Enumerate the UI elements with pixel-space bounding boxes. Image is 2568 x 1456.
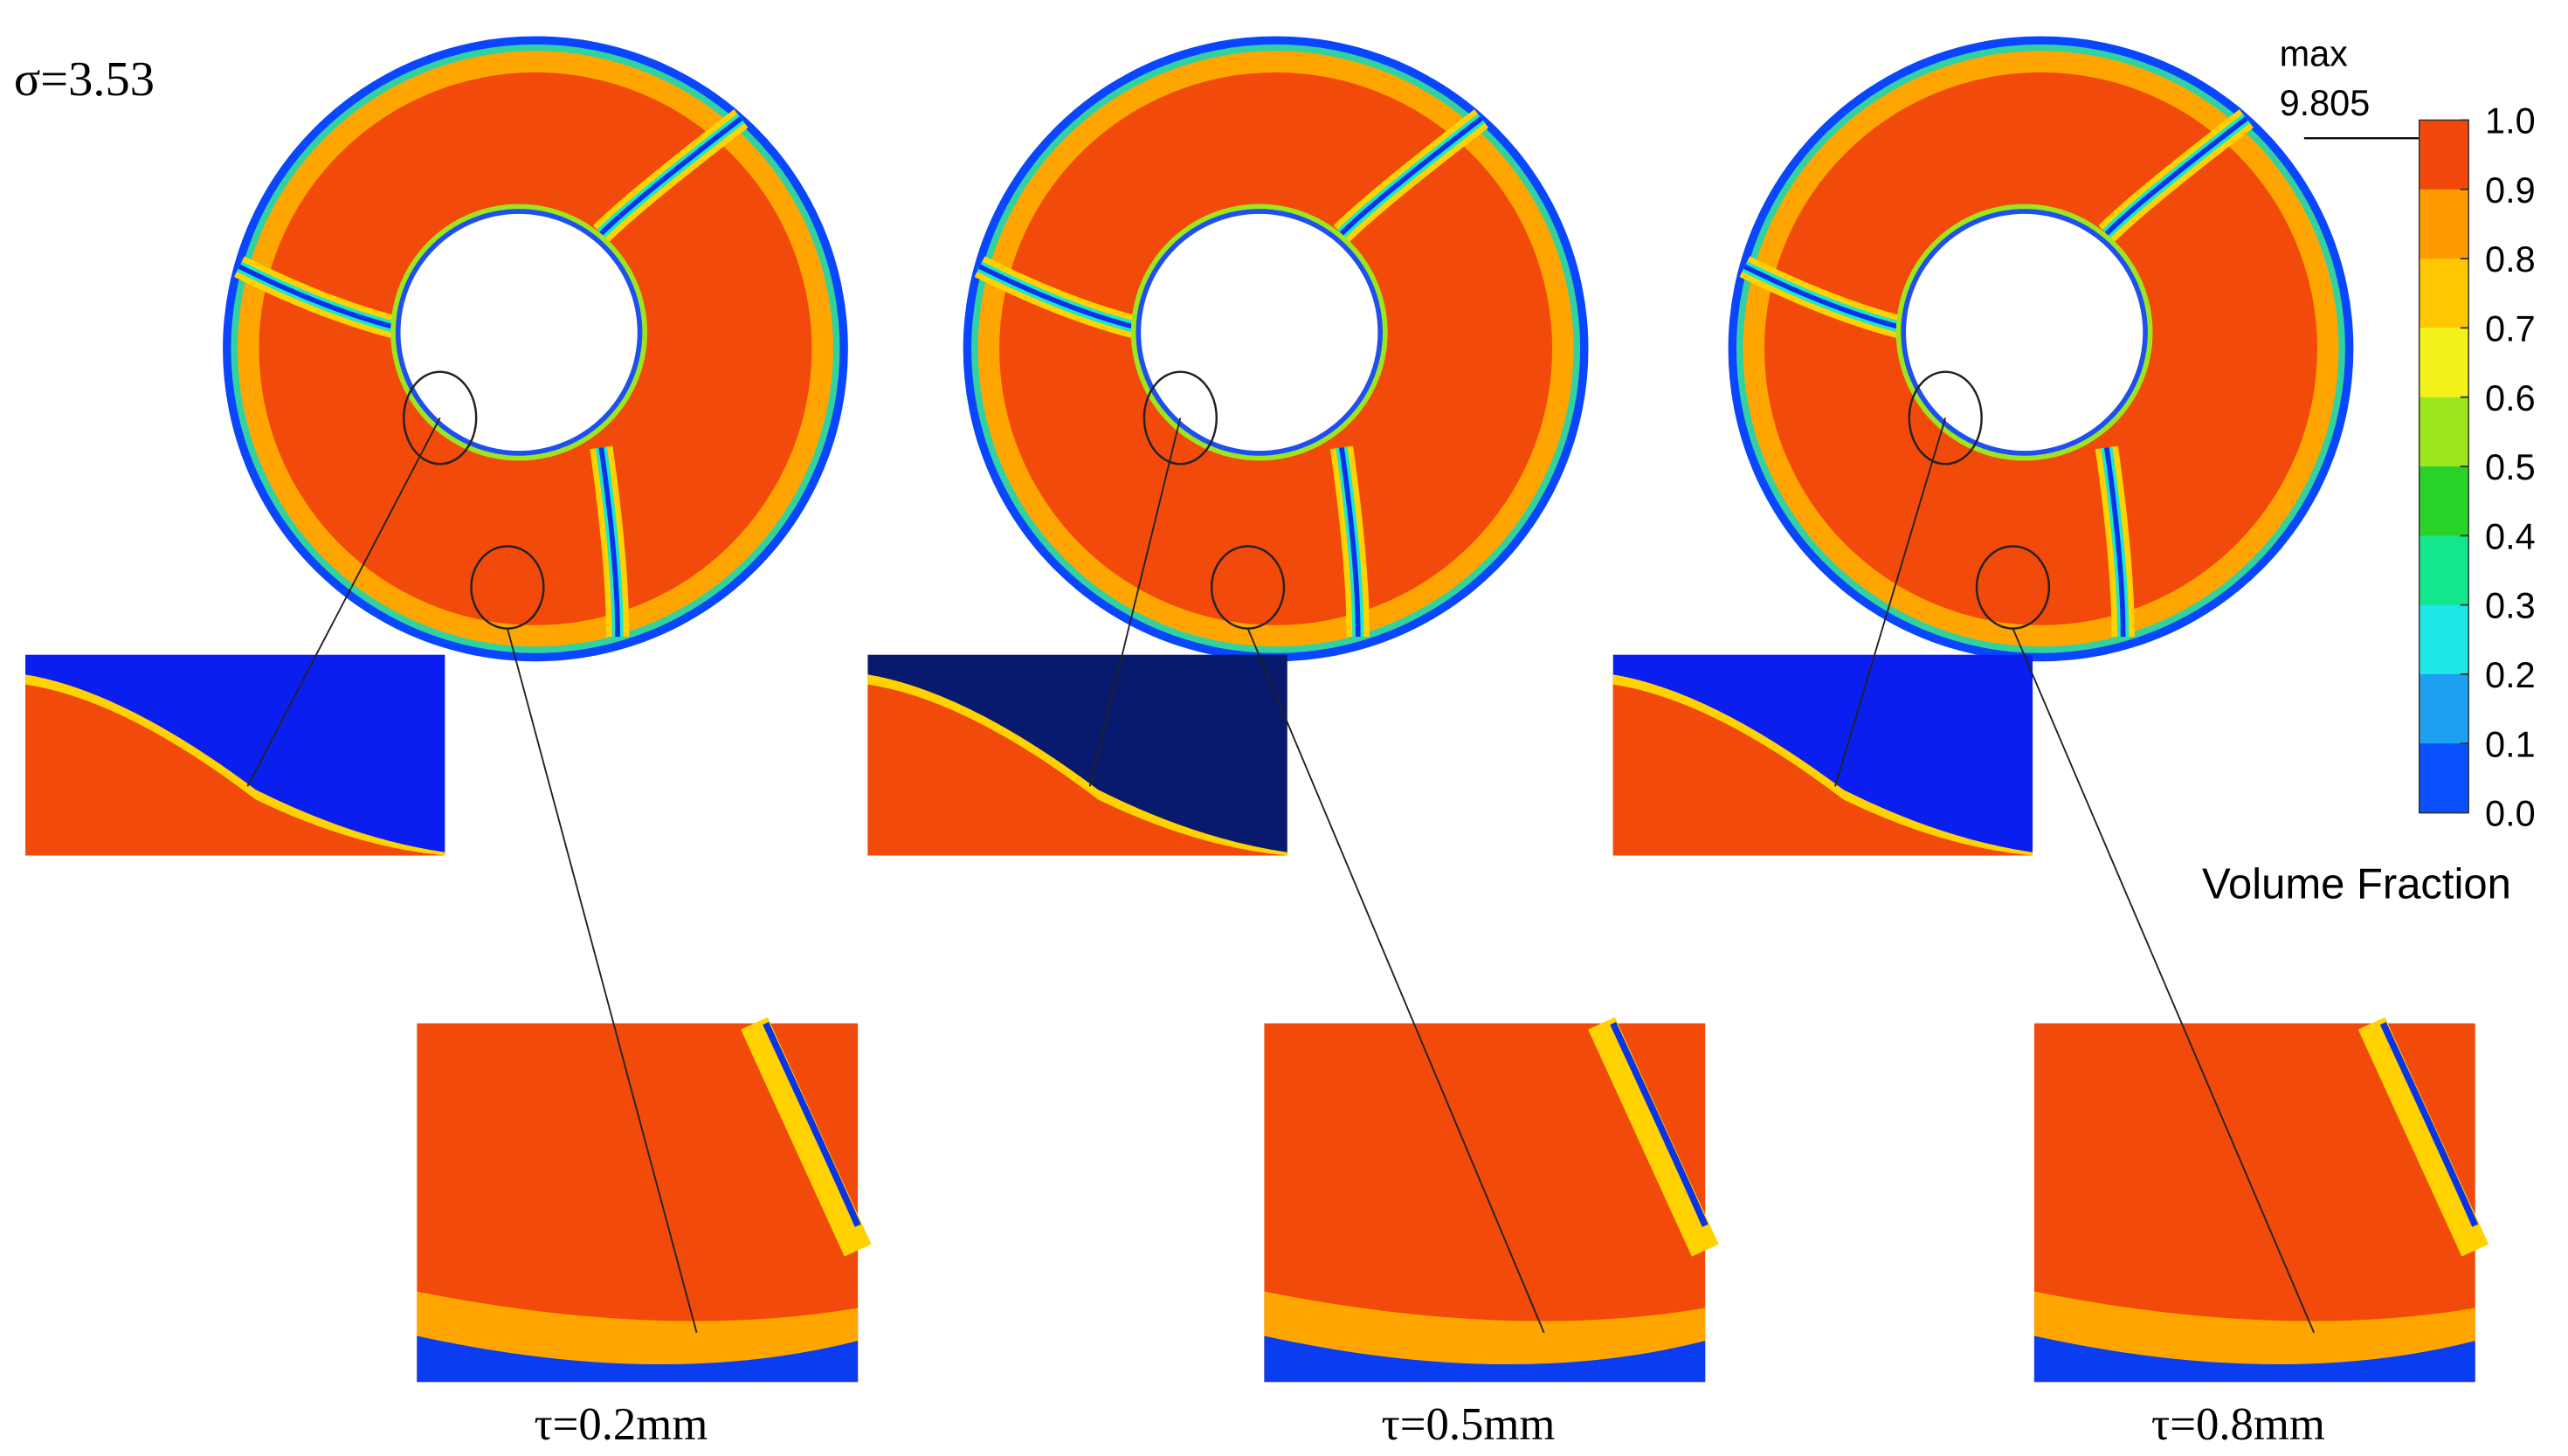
colorbar-tick-label: 0.1 (2485, 723, 2536, 764)
colorbar-tick-label: 0.5 (2485, 446, 2536, 487)
zoom-rim (417, 1335, 859, 1383)
blade (1339, 116, 1483, 236)
colorbar-tick-label: 1.0 (2485, 100, 2536, 141)
colorbar-band (2419, 397, 2469, 467)
inset-liquid (1612, 684, 2033, 856)
colorbar-tick-label: 0.3 (2485, 585, 2536, 626)
blade (2104, 446, 2126, 637)
colorbar-band (2419, 535, 2469, 606)
colorbar: 1.0 0.9 0.8 0.7 0.6 0.5 0.4 0.3 0.2 0.1 0.0 (2418, 100, 2536, 834)
colorbar-band (2419, 466, 2469, 537)
zoom-blade (1588, 1017, 1719, 1257)
colorbar-tick-label: 0.0 (2485, 793, 2536, 834)
zoom-blade (741, 1017, 872, 1257)
zoom-blade (1610, 1022, 1709, 1227)
colorbar-tick-label: 0.2 (2485, 654, 2536, 695)
focus-ellipse (1908, 370, 1983, 466)
inset-liquid (867, 684, 1287, 856)
hub (1141, 213, 1378, 452)
inset-liquid (25, 684, 445, 856)
blade (598, 446, 620, 637)
arrow (1246, 628, 1545, 1334)
max-label: max (2280, 32, 2349, 73)
zoom-blade (763, 1022, 861, 1227)
colorbar-band (2419, 743, 2469, 814)
colorbar-band (2419, 189, 2469, 260)
colorbar-tick-label: 0.9 (2485, 169, 2536, 210)
blade (1339, 446, 1361, 637)
colorbar-band (2419, 259, 2469, 329)
colorbar-tick-label: 0.6 (2485, 377, 2536, 418)
focus-ellipse (403, 370, 478, 466)
panel: τ=0.8mm (1612, 36, 2489, 1450)
arrow (1088, 417, 1182, 787)
hub (400, 213, 638, 452)
colorbar-band (2419, 120, 2469, 190)
panel-caption: τ=0.5mm (1382, 1399, 1556, 1450)
zoom-blade (2379, 1022, 2479, 1227)
colorbar-band (2419, 328, 2469, 398)
arrow (507, 628, 698, 1333)
panel-caption: τ=0.2mm (534, 1399, 708, 1450)
panels: τ=0.2mm τ=0.5mm τ=0.8mm (25, 36, 2489, 1450)
sigma-label: σ=3.53 (14, 52, 155, 107)
arrow (1834, 417, 1947, 787)
panel: τ=0.2mm (25, 36, 872, 1450)
zoom-rim (2033, 1335, 2475, 1383)
panel-caption: τ=0.8mm (2151, 1399, 2325, 1450)
colorbar-band (2419, 673, 2469, 745)
blade (599, 116, 743, 236)
arrow (2012, 628, 2316, 1334)
blade (2104, 116, 2248, 236)
panel: τ=0.5mm (867, 36, 1719, 1450)
legend-title: Volume Fraction (2202, 860, 2511, 907)
colorbar-band (2419, 604, 2469, 675)
arrow (246, 417, 441, 787)
colorbar-tick-label: 0.7 (2485, 307, 2536, 348)
colorbar-tick-label: 0.4 (2485, 515, 2536, 556)
zoom-blade (2357, 1017, 2489, 1257)
hub (1906, 213, 2143, 452)
focus-ellipse (1142, 370, 1218, 466)
zoom-rim (1264, 1335, 1706, 1383)
colorbar-tick-label: 0.8 (2485, 238, 2536, 279)
max-value: 9.805 (2280, 82, 2371, 123)
